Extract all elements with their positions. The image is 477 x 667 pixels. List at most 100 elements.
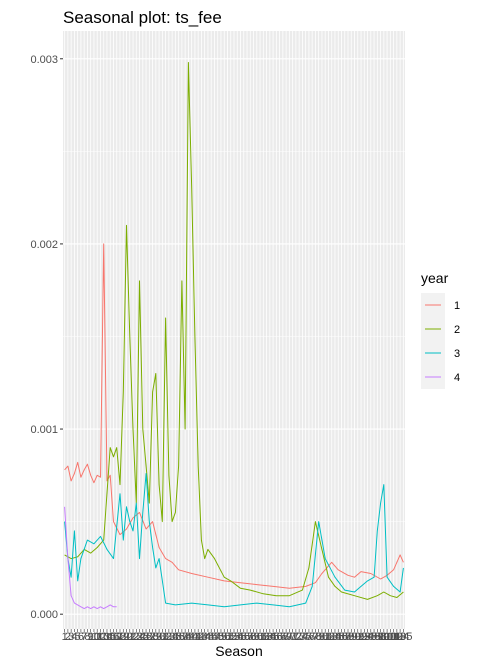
x-tick-label: 95 <box>365 631 377 643</box>
x-tick-label: 78 <box>309 631 321 643</box>
legend-label: 1 <box>454 300 460 312</box>
x-tick-label: 75 <box>300 631 312 643</box>
x-tick-label: 29 <box>150 631 162 643</box>
x-tick-label: 90 <box>348 631 360 643</box>
x-tick-label: 24 <box>133 631 145 643</box>
x-tick-label: 50 <box>218 631 230 643</box>
x-tick-label: 101 <box>381 631 399 643</box>
x-tick-label: 57 <box>241 631 253 643</box>
x-tick-label: 86 <box>335 631 347 643</box>
x-tick-label: 100 <box>378 631 396 643</box>
x-tick-label: 31 <box>156 631 168 643</box>
x-tick-label: 47 <box>208 631 220 643</box>
x-tick-label: 18 <box>114 631 126 643</box>
x-tick-label: 84 <box>329 631 341 643</box>
series-line-year-2 <box>64 62 404 600</box>
x-tick-label: 13 <box>98 631 110 643</box>
x-tick-label: 9 <box>88 631 94 643</box>
legend-label: 4 <box>454 372 460 384</box>
x-tick-label: 48 <box>212 631 224 643</box>
series-line-year-1 <box>64 243 404 589</box>
x-tick-label: 11 <box>91 631 102 643</box>
x-tick-label: 14 <box>101 631 113 643</box>
x-tick-label: 52 <box>225 631 237 643</box>
x-tick-label: 70 <box>283 631 295 643</box>
x-tick-label: 89 <box>345 631 357 643</box>
y-axis: 0.000 0.001 0.002 0.003 <box>30 54 63 621</box>
x-tick-label: 16 <box>107 631 119 643</box>
x-tick-label: 54 <box>231 631 243 643</box>
x-tick-label: 69 <box>280 631 292 643</box>
y-tick-label: 0.000 <box>30 609 58 621</box>
x-tick-label: 58 <box>244 631 256 643</box>
x-tick-label: 40 <box>186 631 198 643</box>
x-tick-label: 83 <box>326 631 338 643</box>
x-tick-label: 91 <box>352 631 364 643</box>
y-tick-label: 0.002 <box>30 239 58 251</box>
x-tick-label: 46 <box>205 631 217 643</box>
x-tick-label: 17 <box>111 631 123 643</box>
x-tick-label: 88 <box>342 631 354 643</box>
x-tick-label: 68 <box>277 631 289 643</box>
x-tick-label: 4 <box>71 631 77 643</box>
x-tick-label: 30 <box>153 631 165 643</box>
x-tick-label: 66 <box>270 631 282 643</box>
x-tick-label: 92 <box>355 631 367 643</box>
x-tick-label: 36 <box>173 631 185 643</box>
x-tick-label: 19 <box>117 631 129 643</box>
x-tick-label: 2 <box>65 631 71 643</box>
legend-label: 2 <box>454 324 460 336</box>
x-tick-label: 10 <box>88 631 100 643</box>
series-lines <box>64 62 404 610</box>
x-tick-label: 94 <box>361 631 373 643</box>
legend-title: year <box>421 270 449 286</box>
x-tick-label: 27 <box>143 631 155 643</box>
x-tick-label: 102 <box>384 631 402 643</box>
x-tick-label: 33 <box>163 631 175 643</box>
x-tick-label: 73 <box>293 631 305 643</box>
x-tick-label: 41 <box>189 631 201 643</box>
chart-title: Seasonal plot: ts_fee <box>63 8 222 27</box>
x-tick-label: 93 <box>358 631 370 643</box>
y-tick-label: 0.003 <box>30 54 58 66</box>
x-tick-label: 22 <box>127 631 139 643</box>
x-tick-label: 98 <box>374 631 386 643</box>
x-tick-label: 5 <box>75 631 81 643</box>
x-axis: 1234567891011121314151617181920212223242… <box>62 629 413 643</box>
x-tick-label: 71 <box>287 631 299 643</box>
x-tick-label: 6 <box>78 631 84 643</box>
legend: year 1 2 3 4 <box>421 270 460 389</box>
x-tick-label: 8 <box>84 631 90 643</box>
x-tick-label: 63 <box>260 631 272 643</box>
x-tick-label: 45 <box>202 631 214 643</box>
x-tick-label: 65 <box>267 631 279 643</box>
x-tick-label: 61 <box>254 631 266 643</box>
x-tick-label: 55 <box>234 631 246 643</box>
series-line-year-4 <box>64 506 117 610</box>
x-tick-label: 12 <box>94 631 106 643</box>
x-tick-label: 81 <box>319 631 331 643</box>
x-tick-label: 7 <box>81 631 87 643</box>
x-tick-label: 60 <box>251 631 263 643</box>
x-tick-label: 74 <box>296 631 308 643</box>
x-tick-label: 80 <box>316 631 328 643</box>
x-tick-label: 79 <box>313 631 325 643</box>
x-tick-label: 44 <box>199 631 211 643</box>
x-tick-label: 103 <box>388 631 406 643</box>
x-tick-label: 1 <box>62 631 68 643</box>
x-tick-label: 15 <box>104 631 116 643</box>
x-tick-label: 49 <box>215 631 227 643</box>
x-tick-label: 43 <box>195 631 207 643</box>
x-tick-label: 64 <box>264 631 276 643</box>
x-tick-label: 85 <box>332 631 344 643</box>
x-tick-label: 39 <box>182 631 194 643</box>
x-tick-label: 32 <box>159 631 171 643</box>
x-tick-label: 97 <box>371 631 383 643</box>
x-tick-label: 67 <box>273 631 285 643</box>
x-tick-label: 38 <box>179 631 191 643</box>
x-tick-label: 42 <box>192 631 204 643</box>
x-tick-label: 82 <box>322 631 334 643</box>
x-tick-label: 96 <box>368 631 380 643</box>
x-tick-label: 51 <box>221 631 233 643</box>
